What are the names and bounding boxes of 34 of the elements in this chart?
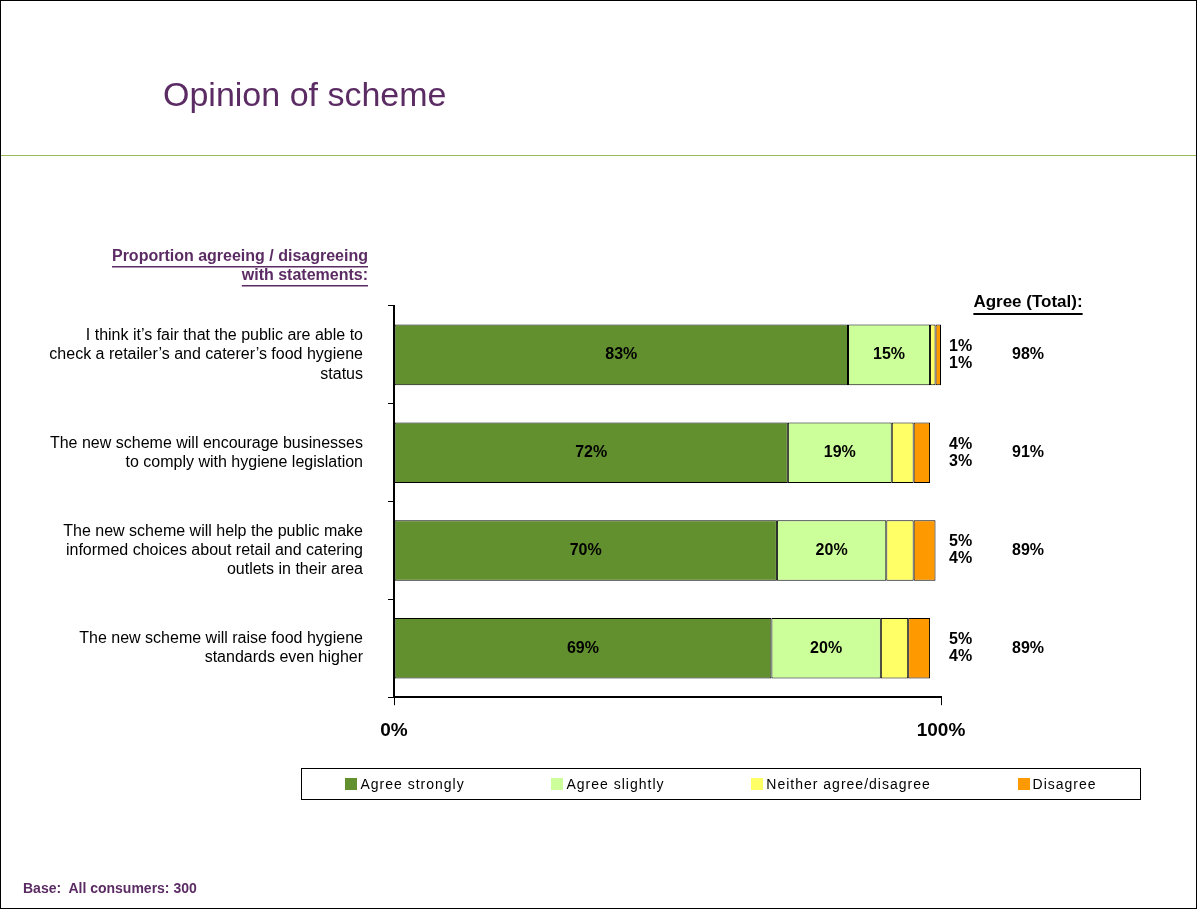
data-label: 4%	[949, 549, 973, 567]
y-tick-label: I think it’s fair that the public are able to check a retailer’s and caterer’s food hygiene status	[49, 326, 364, 382]
legend-label: Agree strongly	[360, 776, 465, 792]
legend-label: Agree slightly	[566, 776, 665, 792]
data-label: 4%	[949, 434, 973, 452]
x-tick-label: 0%	[380, 718, 408, 740]
text: Base: All consumers: 300	[23, 879, 197, 896]
data-label: 5%	[949, 532, 973, 550]
text: 89%	[1011, 540, 1045, 558]
data-label: 3%	[949, 451, 973, 469]
data-label: 19%	[823, 443, 856, 461]
y-axis-title: Proportion agreeing / disagreeing with statements:	[111, 247, 368, 284]
y-tick-label: The new scheme will raise food hygiene standards even higher	[79, 629, 364, 666]
data-label: 83%	[605, 345, 638, 363]
data-label: 1%	[949, 336, 973, 354]
text: Agree (Total):	[973, 291, 1083, 311]
chart-title: Opinion of scheme	[163, 75, 447, 114]
data-label: 70%	[569, 540, 602, 558]
data-label: 5%	[949, 630, 973, 648]
data-label: 20%	[815, 540, 848, 558]
text: 98%	[1011, 345, 1045, 363]
x-tick-label: 100%	[916, 718, 966, 740]
legend-label: Disagree	[1032, 776, 1097, 792]
data-label: 4%	[949, 647, 973, 665]
text: 91%	[1011, 443, 1045, 461]
y-tick-label: The new scheme will help the public make informed choices about retail and catering outlets in their area	[63, 521, 364, 578]
data-label: 15%	[873, 345, 906, 363]
text: 89%	[1011, 638, 1045, 656]
data-label: 69%	[566, 638, 599, 656]
y-tick-label: The new scheme will encourage businesses to comply with hygiene legislation	[49, 433, 363, 470]
data-label: 1%	[949, 353, 973, 371]
data-label: 72%	[575, 443, 608, 461]
legend-label: Neither agree/disagree	[766, 776, 931, 792]
data-label: 20%	[810, 638, 843, 656]
